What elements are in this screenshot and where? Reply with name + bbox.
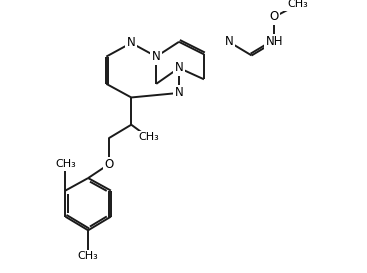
Text: O: O [104,158,113,171]
Text: N: N [127,37,136,49]
Text: N: N [225,35,233,48]
Text: N: N [175,61,184,75]
Text: CH₃: CH₃ [288,0,309,9]
Text: O: O [270,10,279,23]
Text: NH: NH [266,35,283,48]
Text: N: N [175,87,184,99]
Text: N: N [152,50,161,63]
Text: CH₃: CH₃ [55,159,76,170]
Text: CH₃: CH₃ [78,251,98,262]
Text: CH₃: CH₃ [138,132,159,142]
